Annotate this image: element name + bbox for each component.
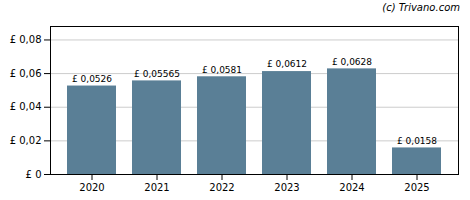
svg-text:£ 0,02: £ 0,02	[10, 135, 42, 146]
svg-text:£ 0,0158: £ 0,0158	[397, 136, 437, 146]
html-text:(c) Trivano.com: (c) Trivano.com	[382, 2, 460, 13]
svg-text:£ 0: £ 0	[26, 169, 42, 180]
svg-text:2024: 2024	[339, 182, 364, 193]
svg-text:2021: 2021	[144, 182, 169, 193]
svg-text:£ 0,0526: £ 0,0526	[72, 74, 112, 84]
svg-text:2020: 2020	[79, 182, 104, 193]
svg-text:2022: 2022	[209, 182, 234, 193]
svg-text:£ 0,0612: £ 0,0612	[267, 59, 307, 69]
svg-text:2023: 2023	[274, 182, 299, 193]
svg-text:£ 0,08: £ 0,08	[10, 34, 42, 45]
svg-text:£ 0,06: £ 0,06	[10, 68, 42, 79]
svg-text:2025: 2025	[404, 182, 429, 193]
svg-text:£ 0,0581: £ 0,0581	[202, 65, 242, 75]
svg-text:£ 0,0628: £ 0,0628	[332, 57, 372, 67]
svg-text:£ 0,05565: £ 0,05565	[134, 69, 180, 79]
svg-text:£ 0,04: £ 0,04	[10, 101, 42, 112]
